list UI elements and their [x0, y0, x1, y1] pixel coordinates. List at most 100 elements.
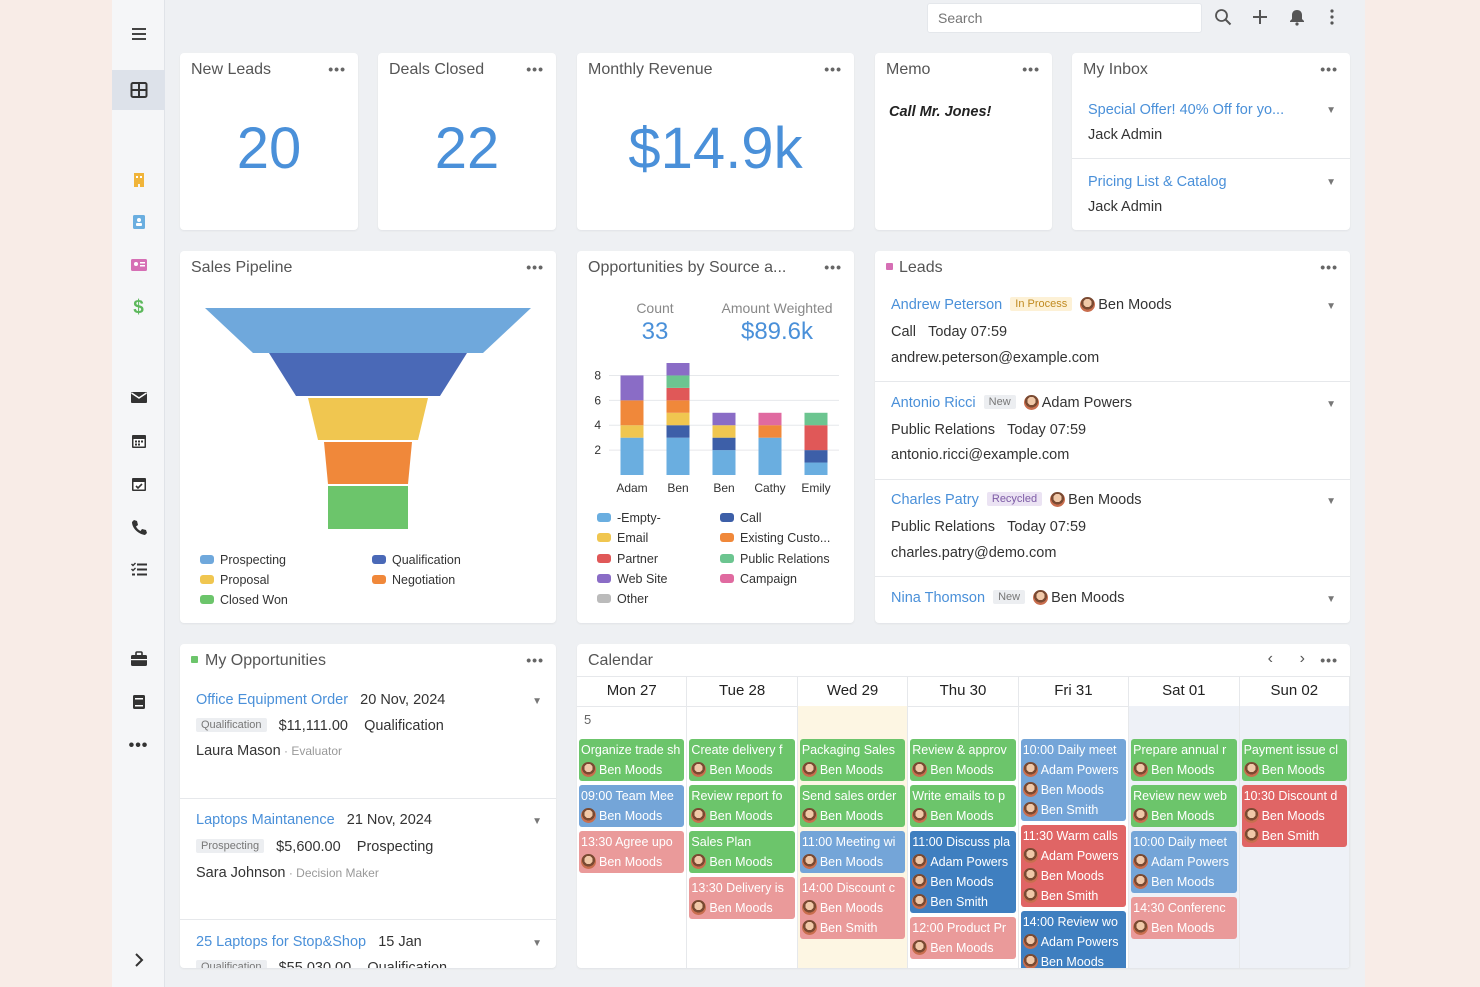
calendar-event[interactable]: Review new web Ben Moods — [1131, 785, 1237, 827]
calendar-event[interactable]: 13:30 Delivery is Ben Moods — [689, 877, 795, 919]
legend-item[interactable]: Prospecting — [200, 553, 286, 567]
kebab-menu-icon[interactable] — [1320, 5, 1344, 29]
bar-segment[interactable] — [666, 437, 690, 475]
opp-name-link[interactable]: 25 Laptops for Stop&Shop — [196, 934, 367, 950]
chevron-down-icon[interactable]: ▼ — [532, 696, 542, 707]
calendar-event[interactable]: Prepare annual r Ben Moods — [1131, 739, 1237, 781]
legend-item[interactable]: Campaign — [720, 572, 797, 586]
legend-item[interactable]: Call — [720, 511, 762, 525]
dashboard-icon[interactable] — [112, 70, 165, 110]
bar-segment[interactable] — [758, 412, 782, 426]
funnel-qualification[interactable] — [269, 353, 467, 396]
calendar-day-column[interactable]: Organize trade sh Ben Moods 09:00 Team Mee… — [577, 706, 688, 968]
bar-segment[interactable] — [620, 425, 644, 438]
opp-name-link[interactable]: Laptops Maintanence — [196, 812, 335, 828]
calendar-day-header[interactable]: Thu 30 — [908, 676, 1019, 706]
search-input[interactable] — [927, 3, 1202, 33]
chevron-right-icon[interactable]: › — [1299, 650, 1305, 667]
opp-name-link[interactable]: Office Equipment Order — [196, 692, 349, 708]
panel-menu-icon[interactable]: ••• — [1320, 652, 1338, 668]
briefcase-icon[interactable] — [112, 639, 165, 679]
phone-icon[interactable] — [112, 507, 165, 547]
calendar-check-icon[interactable] — [112, 464, 165, 504]
calendar-event[interactable]: Review report fo Ben Moods — [689, 785, 795, 827]
funnel-proposal[interactable] — [308, 398, 428, 440]
bar-segment[interactable] — [758, 425, 782, 438]
funnel-prospecting[interactable] — [205, 308, 531, 353]
calendar-event[interactable]: 09:00 Team Mee Ben Moods — [579, 785, 685, 827]
chevron-left-icon[interactable]: ‹ — [1267, 650, 1273, 667]
bar-segment[interactable] — [620, 400, 644, 426]
legend-item[interactable]: Public Relations — [720, 552, 830, 566]
legend-item[interactable]: Closed Won — [200, 593, 288, 607]
book-icon[interactable] — [112, 682, 165, 722]
panel-menu-icon[interactable]: ••• — [328, 61, 346, 77]
chevron-down-icon[interactable]: ▼ — [1326, 105, 1336, 116]
bar-segment[interactable] — [620, 437, 644, 475]
calendar-event[interactable]: Send sales order Ben Moods — [799, 785, 906, 827]
calendar-day-column[interactable]: Packaging Sales Ben Moods Send sales order… — [797, 706, 909, 968]
panel-menu-icon[interactable]: ••• — [824, 61, 842, 77]
tasks-icon[interactable] — [112, 549, 165, 589]
inbox-subject-link[interactable]: Pricing List & Catalog — [1088, 174, 1227, 190]
calendar-day-column[interactable]: Create delivery f Ben Moods Review report … — [687, 706, 798, 968]
expand-icon[interactable] — [112, 940, 165, 980]
calendar-day-column[interactable]: Prepare annual r Ben Moods Review new web B… — [1129, 706, 1240, 968]
calendar-event[interactable]: 10:00 Daily meet Adam Powers Ben Moods — [1131, 831, 1237, 893]
bar-segment[interactable] — [804, 462, 828, 475]
chevron-down-icon[interactable]: ▼ — [532, 938, 542, 949]
bar-segment[interactable] — [666, 400, 690, 413]
lead-name-link[interactable]: Nina Thomson — [891, 590, 986, 606]
bar-segment[interactable] — [804, 425, 828, 451]
search-icon[interactable] — [1211, 5, 1235, 29]
calendar-day-header[interactable]: Sat 01 — [1129, 676, 1240, 706]
bell-icon[interactable] — [1285, 5, 1309, 29]
calendar-event[interactable]: 11:00 Discuss pla Adam Powers Ben Moods Ben… — [910, 831, 1016, 913]
lead-name-link[interactable]: Charles Patry — [891, 492, 979, 508]
panel-menu-icon[interactable]: ••• — [824, 259, 842, 275]
calendar-day-column[interactable]: 10:00 Daily meet Adam Powers Ben Moods Ben … — [1019, 706, 1130, 968]
calendar-event[interactable]: Sales Plan Ben Moods — [689, 831, 795, 873]
chevron-down-icon[interactable]: ▼ — [1326, 399, 1336, 410]
panel-menu-icon[interactable]: ••• — [526, 61, 544, 77]
bar-segment[interactable] — [804, 412, 828, 426]
calendar-event[interactable]: 11:00 Meeting wi Ben Moods — [799, 831, 906, 873]
bar-segment[interactable] — [758, 437, 782, 475]
calendar-day-column[interactable]: Review & approv Ben Moods Write emails to … — [908, 706, 1019, 968]
calendar-event[interactable]: Write emails to p Ben Moods — [910, 785, 1016, 827]
calendar-event[interactable]: Packaging Sales Ben Moods — [799, 739, 906, 781]
legend-item[interactable]: Negotiation — [372, 573, 455, 587]
legend-item[interactable]: Proposal — [200, 573, 269, 587]
legend-item[interactable]: Web Site — [597, 572, 668, 586]
legend-item[interactable]: Email — [597, 531, 648, 545]
panel-menu-icon[interactable]: ••• — [526, 259, 544, 275]
plus-icon[interactable] — [1248, 5, 1272, 29]
panel-menu-icon[interactable]: ••• — [1022, 61, 1040, 77]
panel-menu-icon[interactable]: ••• — [1320, 259, 1338, 275]
lead-name-link[interactable]: Antonio Ricci — [891, 395, 976, 411]
calendar-event[interactable]: Payment issue cl Ben Moods — [1241, 739, 1347, 781]
bar-segment[interactable] — [712, 437, 736, 451]
panel-menu-icon[interactable]: ••• — [526, 652, 544, 668]
calendar-event[interactable]: 14:00 Review wo Adam Powers Ben Moods — [1020, 911, 1127, 968]
calendar-event[interactable]: 14:30 Conferenc Ben Moods — [1131, 897, 1237, 939]
building-icon[interactable] — [112, 160, 165, 200]
more-icon[interactable]: ••• — [128, 737, 149, 754]
calendar-day-column[interactable]: Payment issue cl Ben Moods 10:30 Discount … — [1239, 706, 1350, 968]
calendar-event[interactable]: 13:30 Agree upo Ben Moods — [579, 831, 685, 873]
id-card-icon[interactable] — [112, 245, 165, 285]
calendar-event[interactable]: 10:30 Discount d Ben Moods Ben Smith — [1241, 785, 1347, 847]
calendar-event[interactable]: Create delivery f Ben Moods — [689, 739, 795, 781]
panel-menu-icon[interactable]: ••• — [1320, 61, 1338, 77]
calendar-event[interactable]: Organize trade sh Ben Moods — [579, 739, 685, 781]
calendar-icon[interactable] — [112, 421, 165, 461]
calendar-day-header[interactable]: Sun 02 — [1240, 676, 1350, 706]
bar-segment[interactable] — [804, 450, 828, 463]
bar-segment[interactable] — [666, 363, 690, 376]
chevron-down-icon[interactable]: ▼ — [1326, 177, 1336, 188]
bar-segment[interactable] — [620, 375, 644, 401]
funnel-closed-won[interactable] — [328, 486, 408, 529]
bar-segment[interactable] — [712, 412, 736, 426]
legend-item[interactable]: Existing Custo... — [720, 531, 830, 545]
dollar-icon[interactable]: $ — [133, 297, 144, 318]
